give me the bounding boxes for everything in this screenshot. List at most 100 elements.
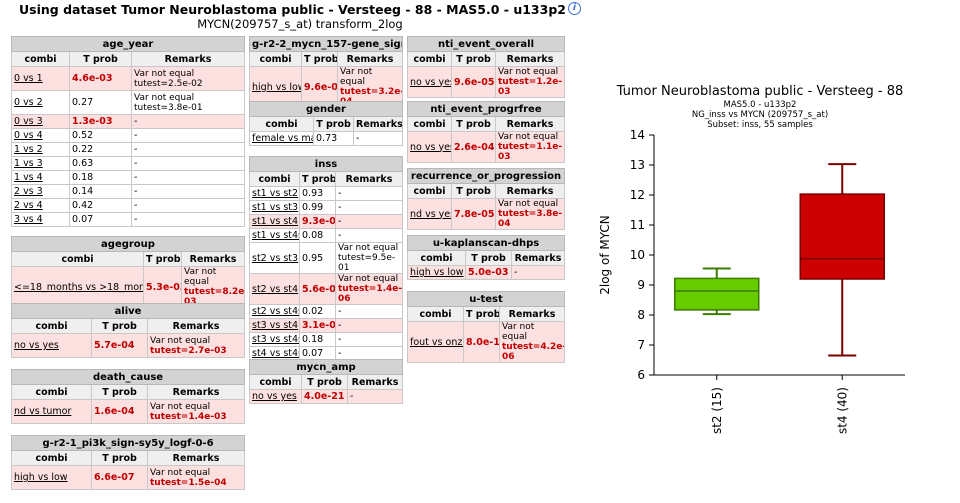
combi-link[interactable]: 1 vs 4 [14,172,43,183]
remarks-value: Var not equal tutest=8.2e-03 [180,266,246,308]
col-header-remarks: Remarks [146,318,246,334]
table-row: no vs yes 9.6e-05 Var not equal tutest=1.2e… [407,66,565,98]
box-iqr [674,277,760,311]
remarks-value: Var not equal tutest=1.1e-03 [494,131,566,163]
combi-link[interactable]: st1 vs st4 [252,216,299,227]
table-title: nti_event_progrfree [406,101,566,117]
combi-link[interactable]: no vs yes [410,141,452,153]
col-header-combi: combi [11,251,144,267]
col-header-tprob: T prob [451,183,496,199]
col-header-remarks: Remarks [352,116,404,132]
remarks-value: Var not equal tutest=9.5e-01 [334,242,404,274]
combi-link[interactable]: 3 vs 4 [14,214,43,225]
combi-link[interactable]: st3 vs st4 [252,320,299,331]
col-header-combi: combi [11,450,92,466]
tprob-value: 3.1e-03 [299,318,336,333]
combi-link[interactable]: st1 vs st4s [252,230,300,241]
table-title: death_cause [10,369,246,385]
table-row: st3 vs st4s 0.18- [249,332,404,347]
combi-link[interactable]: no vs yes [252,391,297,402]
remarks-value: - [334,186,404,201]
y-tick-label: 14 [630,128,645,142]
combi-link[interactable]: fout vs onzin [410,336,463,348]
combi-link[interactable]: high vs low [410,267,464,278]
col-header-tprob: T prob [91,384,148,400]
combi-link[interactable]: st1 vs st3 [252,202,299,213]
remarks-value: - [130,198,246,213]
remarks-value: - [130,128,246,143]
table-title: u-kaplanscan-dhps [406,235,566,251]
table-row: 0 vs 3 1.3e-03- [11,114,246,129]
col-header-tprob: T prob [313,116,354,132]
col-header-tprob: T prob [465,250,512,266]
combi-link[interactable]: no vs yes [410,76,452,88]
combi-link[interactable]: st3 vs st4s [252,334,300,345]
combi-link[interactable]: 0 vs 2 [14,97,43,108]
table-nti-event-overall: nti_event_overall combi T prob Remarks no … [407,36,565,98]
combi-link[interactable]: high vs low [14,472,68,483]
combi-link[interactable]: 2 vs 4 [14,200,43,211]
combi-link[interactable]: 2 vs 3 [14,186,43,197]
combi-link[interactable]: st1 vs st2 [252,188,299,199]
tprob-value: 6.6e-07 [91,465,148,490]
table-inss: inss combi T prob Remarks st1 vs st2 0.93- … [248,156,404,361]
combi-link[interactable]: nd vs yes [410,208,452,220]
tprob-value: 1.6e-04 [91,399,148,424]
col-header-combi: combi [249,171,300,187]
x-tick-label: st2 (15) [710,387,724,434]
tprob-value: 4.6e-03 [69,66,132,91]
col-header-remarks: Remarks [495,51,565,67]
col-header-remarks: Remarks [347,374,403,390]
table-u-kaplanscan-dhps: u-kaplanscan-dhps combi T prob Remarks hig… [406,235,566,280]
combi-link[interactable]: <=18_months vs >18_months [14,281,143,293]
combi-link[interactable]: st2 vs st3 [252,252,299,264]
y-tick-label: 10 [630,248,645,262]
x-tick-label: st4 (40) [835,387,849,434]
remarks-value: - [510,265,566,280]
tprob-value: 1.3e-03 [69,114,132,129]
col-header-tprob: T prob [451,51,496,67]
tprob-value: 0.14 [69,184,132,199]
y-tick-label: 6 [637,368,645,382]
tprob-value: 0.42 [69,198,132,213]
combi-link[interactable]: 1 vs 3 [14,158,43,169]
combi-link[interactable]: high vs low [252,81,302,93]
col-header-combi: combi [11,384,92,400]
tprob-value: 7.8e-05 [451,198,496,230]
combi-link[interactable]: female vs male [252,133,313,144]
y-tick-label: 7 [637,338,645,352]
combi-link[interactable]: st2 vs st4s [252,306,300,317]
col-header-remarks: Remarks [494,116,566,132]
info-icon[interactable]: i [567,2,581,15]
table-age-year: age_year combi T prob Remarks 0 vs 1 4.6e-0… [10,36,246,227]
combi-link[interactable]: 0 vs 3 [14,116,43,127]
table-title: inss [248,156,404,172]
col-header-combi: combi [249,116,314,132]
remarks-value: - [130,170,246,185]
y-tick-label: 9 [637,278,645,292]
table-row: no vs yes 5.7e-04 Var not equal tutest=2.7e… [11,333,246,358]
remarks-value: - [334,228,404,243]
table-alive: alive combi T prob Remarks no vs yes 5.7e-0… [10,303,246,358]
combi-link[interactable]: st2 vs st4 [252,283,299,295]
combi-link[interactable]: nd vs tumor [14,406,72,417]
table-title: g-r2-1_pi3k_sign-sy5y_logf-0-6 [11,435,245,451]
combi-link[interactable]: 1 vs 2 [14,144,43,155]
remarks-value: - [334,214,404,229]
remarks-value: Var not equal tutest=2.7e-03 [146,333,246,358]
combi-link[interactable]: 0 vs 1 [14,73,43,84]
table-title: alive [10,303,246,319]
tprob-value: 2.6e-04 [451,131,496,163]
col-header-tprob: T prob [69,51,132,67]
col-header-combi: combi [11,318,92,334]
chart-title: Tumor Neuroblastoma public - Versteeg - … [616,84,904,99]
combi-link[interactable]: 0 vs 4 [14,130,43,141]
tprob-value: 0.08 [299,228,336,243]
table-row: female vs male0.73- [249,131,404,146]
combi-link[interactable]: no vs yes [14,340,59,351]
table-row: st4 vs st4s 0.07- [249,346,404,361]
table-death-cause: death_cause combi T prob Remarks nd vs tum… [10,369,246,424]
combi-link[interactable]: st4 vs st4s [252,348,300,359]
remarks-value: - [130,184,246,199]
